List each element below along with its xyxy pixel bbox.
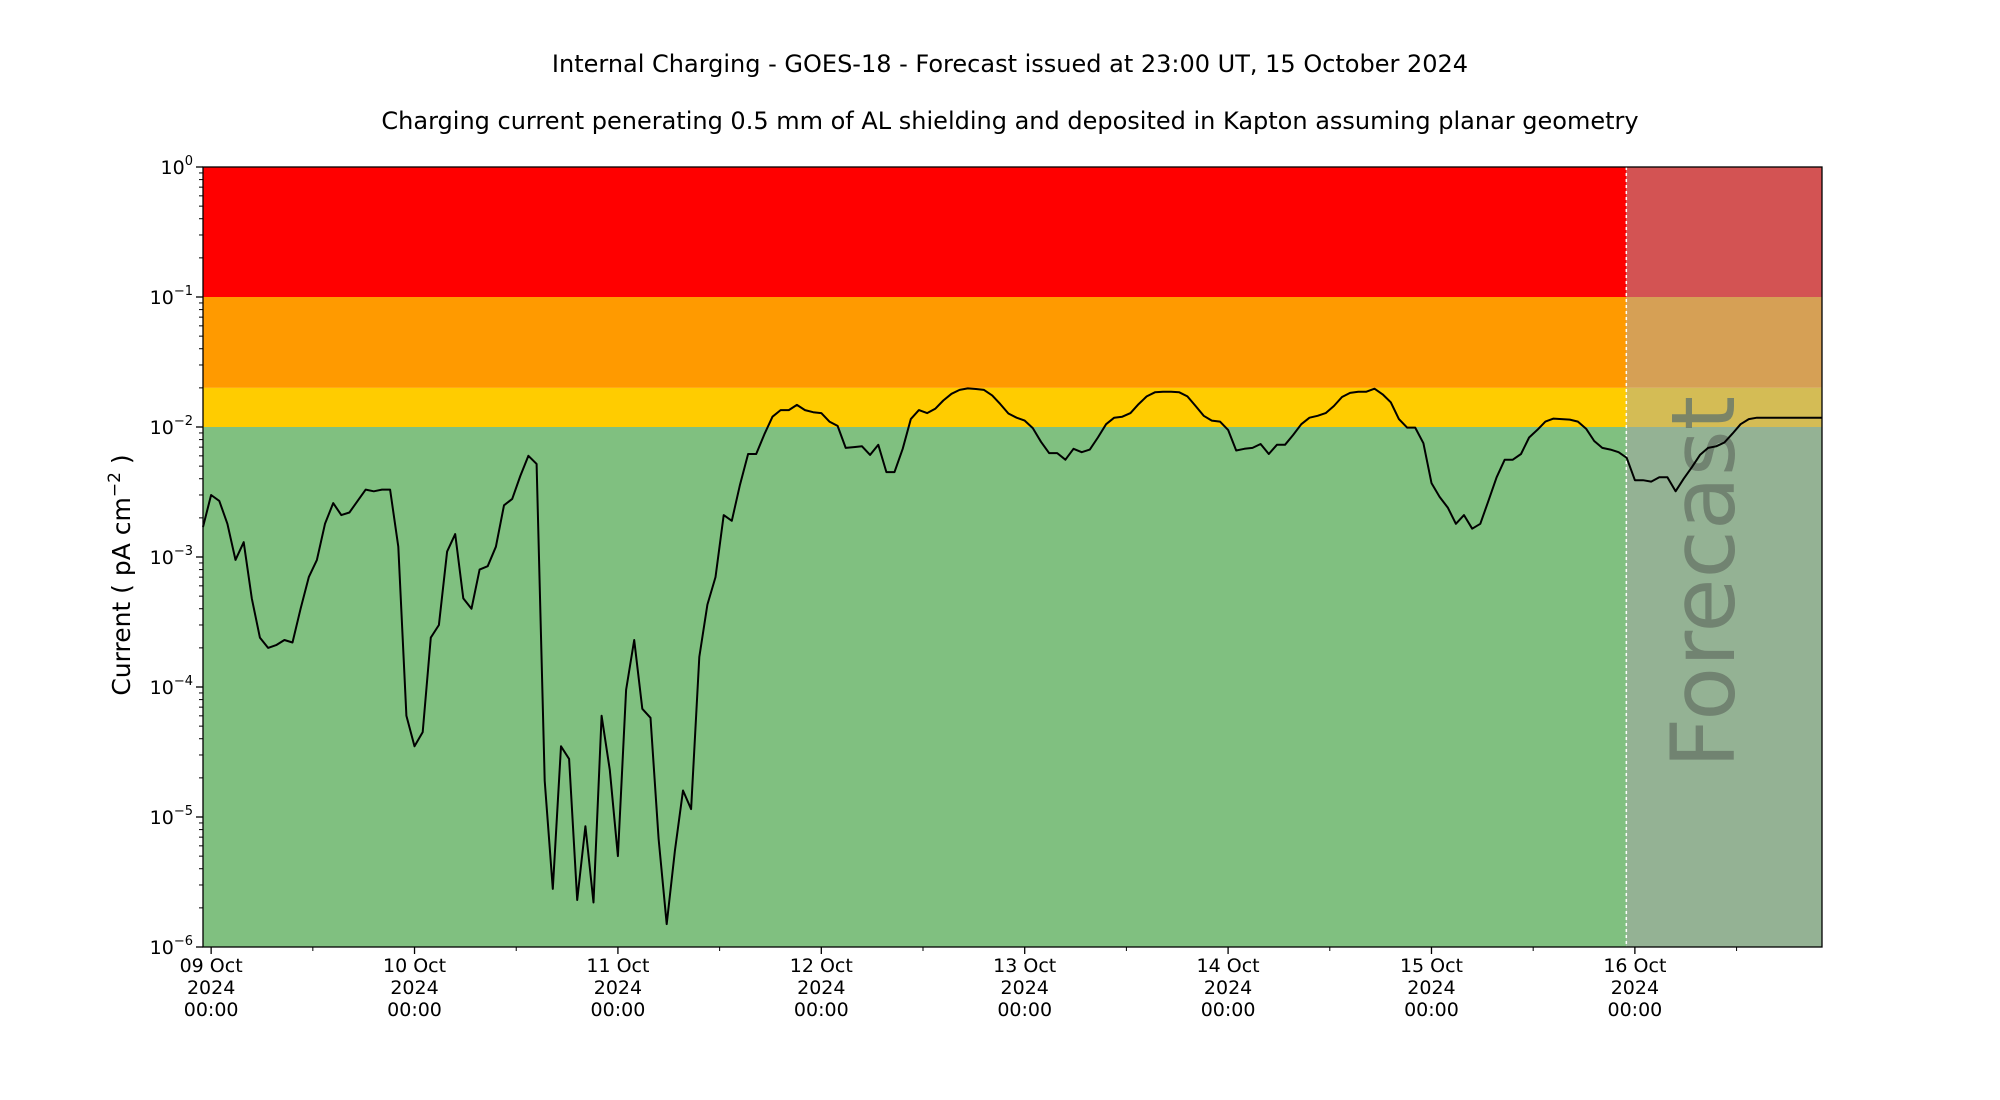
y-tick-exponent: −2 [174,414,193,429]
y-axis-label: Current ( pA cm−2 ) [105,454,136,695]
x-tick-label: 2024 [797,977,845,999]
x-tick-label: 11 Oct [586,955,649,977]
y-tick-label: 10−1 [150,284,193,309]
x-tick-label: 15 Oct [1400,955,1463,977]
x-tick-label: 00:00 [997,999,1052,1021]
series-line-0 [202,387,1822,926]
band-0 [203,167,1627,297]
y-tick-label: 10−2 [150,414,193,439]
x-tick-label: 2024 [390,977,438,999]
forecast-band-1 [1626,297,1822,388]
y-tick-label: 100 [161,154,193,179]
x-tick-label: 09 Oct [180,955,243,977]
x-tick-label: 2024 [594,977,642,999]
y-axis-label-exponent: −2 [105,472,125,497]
x-tick-label: 00:00 [1201,999,1256,1021]
y-tick-base: 10 [150,937,174,959]
x-tick-label: 2024 [1204,977,1252,999]
x-tick-label: 10 Oct [383,955,446,977]
y-axis-label-main: Current ( pA cm [107,497,136,696]
x-tick-label: 00:00 [794,999,849,1021]
x-tick-label: 2024 [1611,977,1659,999]
y-tick-base: 10 [150,287,174,309]
y-tick-base: 10 [150,417,174,439]
y-tick-base: 10 [150,677,174,699]
x-tick-label: 2024 [187,977,235,999]
y-tick-exponent: −4 [174,674,193,689]
threshold-bands [203,167,1822,947]
x-tick-label: 00:00 [1404,999,1459,1021]
chart-subtitle: Charging current penerating 0.5 mm of AL… [381,107,1638,135]
y-tick-label: 10−6 [150,934,193,959]
y-tick-base: 10 [161,157,185,179]
x-tick-label: 00:00 [184,999,239,1021]
y-tick-label: 10−4 [150,674,193,699]
x-tick-label: 00:00 [591,999,646,1021]
x-tick-label: 2024 [1407,977,1455,999]
series-layer [202,387,1822,926]
y-tick-base: 10 [150,547,174,569]
band-2 [203,387,1627,427]
y-tick-exponent: −1 [174,284,193,299]
x-tick-label: 00:00 [1607,999,1662,1021]
y-tick-label: 10−5 [150,804,193,829]
y-tick-label: 10−3 [150,544,193,569]
forecast-band-3 [1626,427,1822,947]
y-tick-exponent: −6 [174,934,193,949]
x-tick-label: 14 Oct [1197,955,1260,977]
x-tick-label: 00:00 [387,999,442,1021]
y-axis-label-tail: ) [107,454,136,472]
plot-area: Forecast [202,166,1823,948]
y-tick-base: 10 [150,807,174,829]
x-tick-label: 16 Oct [1603,955,1666,977]
band-3 [203,427,1627,947]
x-tick-label: 2024 [1001,977,1049,999]
chart-title: Internal Charging - GOES-18 - Forecast i… [552,50,1468,78]
band-1 [203,297,1627,388]
y-tick-exponent: 0 [185,154,193,169]
forecast-band-2 [1626,387,1822,427]
forecast-label: Forecast [1652,396,1755,768]
y-tick-exponent: −3 [174,544,193,559]
x-tick-label: 12 Oct [790,955,853,977]
x-tick-label: 13 Oct [993,955,1056,977]
y-tick-exponent: −5 [174,804,193,819]
forecast-band-0 [1626,167,1822,297]
